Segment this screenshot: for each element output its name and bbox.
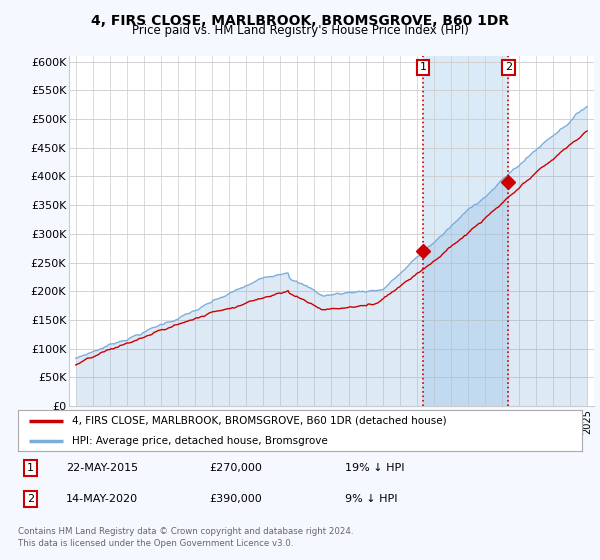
Text: This data is licensed under the Open Government Licence v3.0.: This data is licensed under the Open Gov… [18, 539, 293, 548]
Text: Price paid vs. HM Land Registry's House Price Index (HPI): Price paid vs. HM Land Registry's House … [131, 24, 469, 37]
Text: 1: 1 [420, 63, 427, 72]
Text: HPI: Average price, detached house, Bromsgrove: HPI: Average price, detached house, Brom… [71, 436, 328, 446]
Bar [423, 56, 508, 406]
Text: £270,000: £270,000 [210, 463, 263, 473]
Text: 2: 2 [505, 63, 512, 72]
Text: 1: 1 [27, 463, 34, 473]
Text: 22-MAY-2015: 22-MAY-2015 [66, 463, 138, 473]
Text: 14-MAY-2020: 14-MAY-2020 [66, 494, 138, 503]
Text: 2: 2 [27, 494, 34, 503]
Text: 4, FIRS CLOSE, MARLBROOK, BROMSGROVE, B60 1DR (detached house): 4, FIRS CLOSE, MARLBROOK, BROMSGROVE, B6… [71, 416, 446, 426]
Text: 19% ↓ HPI: 19% ↓ HPI [345, 463, 404, 473]
Text: 9% ↓ HPI: 9% ↓ HPI [345, 494, 398, 503]
Text: Contains HM Land Registry data © Crown copyright and database right 2024.: Contains HM Land Registry data © Crown c… [18, 528, 353, 536]
Text: £390,000: £390,000 [210, 494, 263, 503]
Text: 4, FIRS CLOSE, MARLBROOK, BROMSGROVE, B60 1DR: 4, FIRS CLOSE, MARLBROOK, BROMSGROVE, B6… [91, 14, 509, 28]
